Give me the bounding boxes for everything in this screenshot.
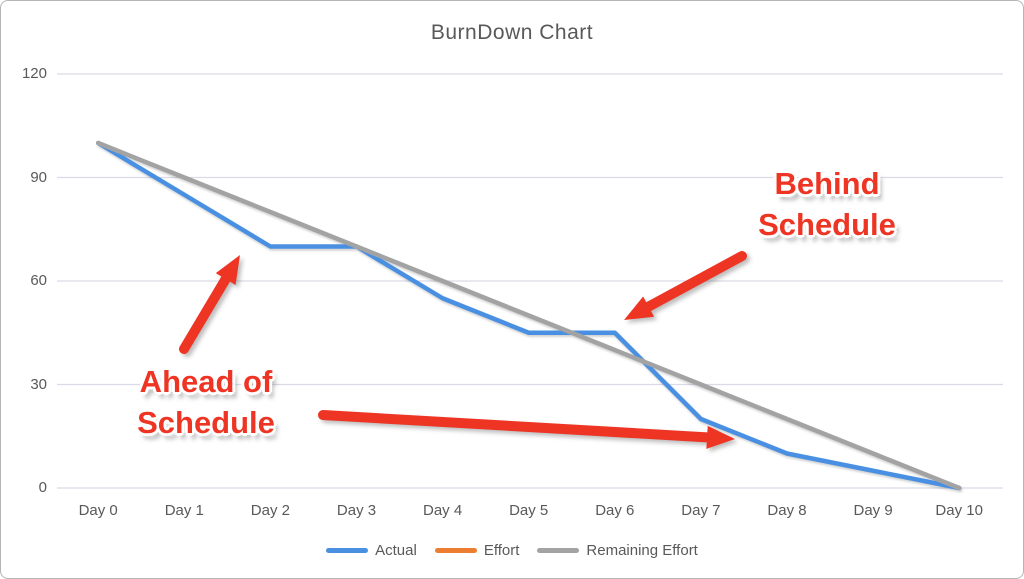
x-tick-label: Day 10 (935, 502, 983, 519)
x-tick-label: Day 2 (250, 502, 290, 519)
x-tick-label: Day 0 (78, 502, 118, 519)
legend-item-effort: Effort (434, 542, 520, 559)
legend-swatch (326, 548, 369, 553)
x-tick-label: Day 8 (767, 502, 807, 519)
annotation-line: Behind (774, 166, 880, 201)
arrow-head (215, 255, 240, 285)
arrow-shaft (643, 251, 747, 312)
arrow-shaft (179, 274, 231, 354)
y-tick-label: 120 (21, 65, 47, 82)
x-tick-label: Day 9 (853, 502, 893, 519)
annotation-behind-schedule: Behind Schedule (758, 163, 896, 245)
x-tick-label: Day 5 (509, 502, 549, 519)
legend-swatch (434, 548, 477, 553)
series-line-actual (95, 140, 962, 491)
legend-item-remaining-effort: Remaining Effort (537, 542, 698, 559)
y-tick-label: 60 (30, 272, 47, 289)
x-tick-label: Day 1 (164, 502, 204, 519)
y-tick-label: 90 (30, 168, 47, 186)
chart-title: BurnDown Chart (430, 21, 594, 44)
legend-label: Effort (483, 542, 520, 559)
annotation-line: Ahead of (139, 364, 273, 399)
arrow-shaft (318, 410, 713, 443)
x-tick-label: Day 4 (423, 502, 463, 519)
legend-label: Actual (375, 542, 417, 559)
legend-swatch (537, 548, 580, 553)
arrow-head (624, 296, 655, 320)
x-tick-label: Day 6 (595, 502, 635, 519)
annotation-line: Schedule (137, 405, 275, 440)
y-tick-label: 30 (30, 375, 47, 393)
annotation-line: Schedule (758, 207, 896, 242)
legend-label: Remaining Effort (586, 542, 698, 559)
y-tick-label: 0 (38, 479, 47, 496)
series-lines (95, 140, 962, 491)
x-tick-label: Day 7 (681, 502, 721, 519)
annotation-ahead-of-schedule: Ahead of Schedule (137, 361, 275, 443)
legend-item-actual: Actual (326, 542, 417, 559)
x-tick-label: Day 3 (336, 502, 377, 519)
arrow-head (706, 425, 735, 449)
gridlines (57, 73, 1003, 489)
annotation-arrows (179, 251, 747, 449)
series-line-remaining-effort (95, 140, 962, 491)
chart-legend: Actual Effort Remaining Effort (1, 542, 1023, 559)
